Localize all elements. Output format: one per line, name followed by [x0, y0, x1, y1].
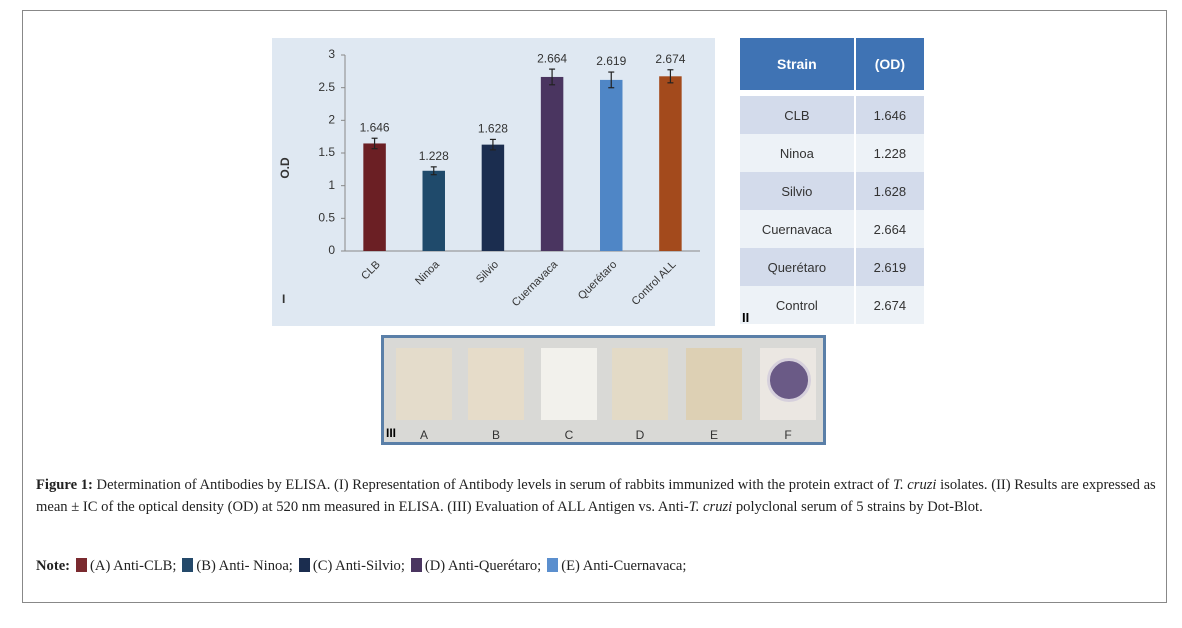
- blot-square: [686, 348, 742, 420]
- y-tick-label: 1: [328, 178, 335, 192]
- table-cell: Cuernavaca: [761, 221, 832, 237]
- x-tick-label: Control ALL: [629, 259, 678, 308]
- table-body: CLB 1.646 Ninoa 1.228 Silvio 1.628 Cuernavaca 2…: [740, 96, 924, 324]
- x-tick-label: Silvio: [474, 259, 501, 286]
- table-row: Cuernavaca 2.664: [740, 210, 924, 248]
- legend-text: (E) Anti-Cuernavaca;: [561, 558, 687, 574]
- legend-text: (A) Anti-CLB;: [90, 558, 177, 574]
- figure-frame: [22, 10, 1167, 603]
- bar: [540, 76, 564, 251]
- table-cell: 1.628: [853, 172, 924, 210]
- lane-label: A: [419, 428, 428, 442]
- table-cell: 2.619: [853, 248, 924, 286]
- bar: [422, 170, 445, 251]
- bar: [600, 79, 623, 251]
- caption-text: isolates. (II) Results are expressed as …: [36, 477, 1156, 515]
- blot-square: [468, 348, 524, 420]
- error-bar: [430, 166, 437, 176]
- caption-text: Determination of Antibodies by ELISA. (I…: [92, 477, 893, 493]
- blot-square: [612, 348, 668, 420]
- data-label: 1.228: [419, 149, 449, 163]
- caption-text: T. cruzi: [688, 499, 733, 515]
- error-bar: [489, 138, 496, 151]
- lane-label: D: [635, 428, 645, 442]
- y-axis-label: O.D: [278, 157, 292, 179]
- table-cell: 2.674: [853, 286, 924, 324]
- legend-text: (B) Anti- Ninoa;: [196, 558, 293, 574]
- legend-swatch: [298, 558, 310, 572]
- data-label: 2.619: [596, 54, 626, 68]
- table-row: Ninoa 1.228: [740, 134, 924, 172]
- note: Note: (A) Anti-CLB; (B) Anti- Ninoa; (C) An…: [36, 558, 686, 575]
- lane-label: E: [709, 428, 718, 442]
- table-cell: 1.228: [853, 134, 924, 172]
- bar-chart: O.D I 0 0.5 1 1.5 2 2.5 3 1.646 CLB 1.228 Ninoa 1.6…: [272, 38, 715, 326]
- table-row: CLB 1.646: [740, 96, 924, 134]
- error-bar: [608, 71, 615, 89]
- od-table: Strain (OD) CLB 1.646 Ninoa 1.228 Silvio 1.62…: [740, 38, 924, 324]
- data-label: 2.664: [537, 51, 567, 65]
- y-tick-label: 0: [328, 243, 335, 257]
- data-label: 2.674: [655, 52, 685, 66]
- header-cell: Strain: [777, 56, 817, 72]
- legend-swatch: [547, 558, 559, 572]
- header-cell: (OD): [853, 38, 924, 90]
- caption-text: T. cruzi: [892, 477, 937, 493]
- caption: Figure 1: Determination of Antibodies by…: [36, 474, 1164, 518]
- dot-blot-image: III A B C D E F: [381, 335, 826, 445]
- blot-square: [760, 348, 816, 420]
- table-row: Silvio 1.628: [740, 172, 924, 210]
- blot-dot: [767, 358, 811, 402]
- table-cell: Ninoa: [779, 145, 814, 161]
- error-bar: [549, 68, 556, 86]
- x-tick-label: CLB: [359, 259, 383, 283]
- lane-label: C: [564, 428, 574, 442]
- caption-text: polyclonal serum of 5 strains by Dot-Blo…: [732, 499, 983, 515]
- table-cell: 1.646: [853, 96, 924, 134]
- data-label: 1.628: [478, 122, 508, 136]
- blot-square: [541, 348, 597, 420]
- y-tick-label: 2.5: [318, 80, 335, 94]
- table-cell: Querétaro: [767, 259, 827, 275]
- lane-label: B: [491, 428, 500, 442]
- bar: [659, 76, 682, 251]
- legend-swatch: [410, 558, 422, 572]
- table-cell: Control: [775, 297, 818, 313]
- table-row: Control 2.674: [740, 286, 924, 324]
- table-header: Strain (OD): [740, 38, 924, 90]
- legend-text: (C) Anti-Silvio;: [312, 558, 405, 574]
- x-tick-label: Cuernavaca: [510, 258, 561, 309]
- x-tick-label: Querétaro: [576, 259, 620, 303]
- panel-label: I: [282, 292, 285, 306]
- y-tick-label: 1.5: [318, 145, 335, 159]
- table-cell: 2.664: [853, 210, 924, 248]
- legend-swatch: [182, 558, 194, 572]
- table-cell: CLB: [784, 107, 810, 123]
- table-cell: Silvio: [781, 183, 813, 199]
- legend-text: (D) Anti-Querétaro;: [424, 558, 542, 574]
- panel-label: II: [742, 310, 750, 325]
- error-bar: [667, 69, 674, 84]
- data-label: 1.646: [360, 120, 390, 134]
- note-label: Note:: [36, 558, 71, 574]
- error-bar: [371, 137, 378, 150]
- legend-swatch: [76, 558, 88, 572]
- blot-square: [396, 348, 452, 420]
- x-tick-label: Ninoa: [413, 258, 442, 287]
- y-tick-label: 2: [328, 113, 335, 127]
- lane-label: F: [784, 428, 792, 442]
- y-tick-label: 3: [328, 47, 335, 61]
- caption-label: Figure 1:: [36, 477, 93, 493]
- y-tick-label: 0.5: [318, 211, 335, 225]
- bar: [363, 143, 386, 251]
- panel-label: III: [386, 426, 397, 440]
- bar: [481, 144, 505, 251]
- table-row: Querétaro 2.619: [740, 248, 924, 286]
